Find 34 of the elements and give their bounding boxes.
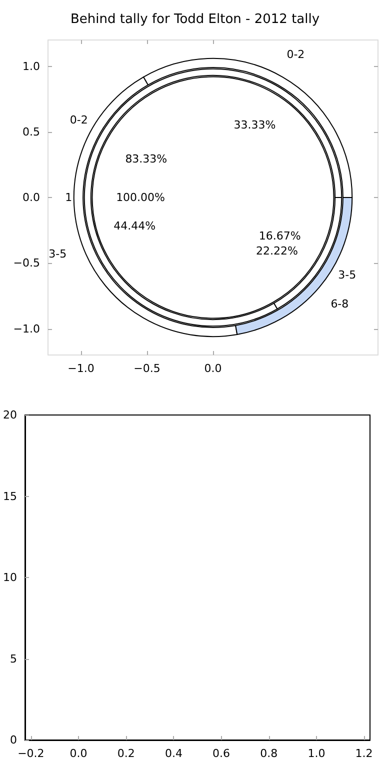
y-tick-label: −1.0 — [13, 322, 40, 336]
y-tick-label: −0.5 — [13, 256, 40, 270]
y-tick-label: 1.0 — [22, 60, 40, 73]
y-tick-label: 20 — [2, 408, 17, 422]
data-label: 16.67% — [258, 230, 301, 243]
chart-title: Behind tally for Todd Elton - 2012 tally — [70, 12, 320, 27]
x-tick-label: −0.2 — [18, 747, 44, 760]
y-tick-label: 0 — [10, 734, 17, 746]
x-tick-label: 0.0 — [204, 362, 222, 375]
data-label: 44.44% — [114, 220, 156, 233]
y-tick-label: 0.5 — [22, 125, 40, 138]
data-label: 83.33% — [125, 152, 168, 166]
y-tick-label: 10 — [2, 571, 17, 584]
x-tick-label: 0.4 — [164, 747, 182, 760]
data-label: 100.00% — [116, 191, 166, 204]
slice-label: 0-2 — [286, 48, 305, 61]
slice-label: 3-5 — [48, 248, 67, 261]
x-tick-label: 0.8 — [260, 747, 278, 760]
x-tick-label: 0.2 — [117, 747, 135, 760]
slice-label: 6-8 — [330, 297, 349, 310]
x-tick-label: 1.0 — [308, 747, 326, 760]
data-label: 33.33% — [234, 118, 276, 132]
slice-label: 0-2 — [70, 114, 88, 127]
x-tick-label: 0.6 — [212, 747, 230, 760]
y-tick-label: 0.0 — [22, 191, 40, 204]
data-label: 22.22% — [256, 244, 298, 258]
slice-label: 1 — [65, 191, 72, 204]
x-tick-label: −0.5 — [134, 362, 160, 375]
y-tick-label: 5 — [10, 652, 17, 666]
x-tick-label: 1.2 — [355, 747, 373, 760]
x-tick-label: 0.0 — [70, 747, 88, 760]
x-tick-label: −1.0 — [68, 362, 94, 375]
slice-label: 3-5 — [338, 268, 356, 282]
y-tick-label: 15 — [2, 490, 17, 503]
